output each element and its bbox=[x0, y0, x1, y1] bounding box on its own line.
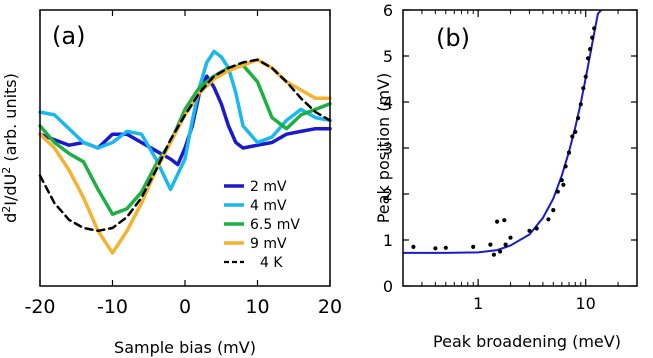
data-point bbox=[471, 244, 476, 249]
y-tick-label: 0 bbox=[383, 277, 393, 296]
y-tick-label: 3 bbox=[383, 139, 393, 158]
panel-a-y-axis-label: d2I/dU2 (arb. units) bbox=[0, 73, 20, 223]
data-point bbox=[585, 56, 591, 61]
y-tick-label: 6 bbox=[383, 1, 393, 20]
x-tick-label: 10 bbox=[245, 296, 269, 318]
data-point bbox=[488, 242, 493, 247]
x-tick-label: -10 bbox=[97, 296, 128, 318]
data-point bbox=[555, 189, 560, 194]
panel-a-curves bbox=[38, 49, 332, 255]
data-point bbox=[495, 219, 500, 224]
data-point bbox=[433, 246, 438, 251]
data-point bbox=[576, 116, 581, 121]
x-tick-label: -20 bbox=[24, 296, 55, 318]
data-point bbox=[578, 102, 583, 107]
data-point bbox=[443, 245, 448, 250]
panel-b-fit bbox=[403, 10, 603, 254]
data-point bbox=[502, 218, 507, 223]
legend-label: 6.5 mV bbox=[250, 217, 300, 233]
data-point bbox=[546, 217, 551, 222]
panel-a-x-ticks: -20 -10 0 10 20 bbox=[24, 10, 342, 318]
data-point bbox=[411, 244, 416, 249]
data-point bbox=[588, 47, 593, 52]
fit-curve bbox=[403, 10, 603, 254]
data-point bbox=[527, 228, 532, 233]
legend-label: 2 mV bbox=[250, 179, 287, 195]
panel-a-chart: (a) -20 -10 0 10 20 Sample bias (mV) d2I/dU2… bbox=[0, 9, 342, 357]
data-point bbox=[534, 226, 539, 231]
data-point bbox=[491, 252, 496, 257]
data-point bbox=[592, 26, 597, 31]
y-tick-label: 4 bbox=[383, 93, 393, 112]
x-tick-label: 20 bbox=[318, 296, 342, 318]
panel-a-legend: 2 mV 4 mV 6.5 mV 9 mV 4 K bbox=[224, 179, 300, 271]
panel-a-label: (a) bbox=[52, 22, 85, 50]
data-point bbox=[583, 74, 588, 79]
panel-b-label: (b) bbox=[436, 24, 470, 52]
y-tick-label: 5 bbox=[383, 47, 393, 66]
data-point bbox=[573, 129, 578, 134]
y-tick-label: 2 bbox=[383, 185, 393, 204]
data-point bbox=[563, 164, 568, 169]
data-point bbox=[559, 178, 564, 183]
panel-b-y-ticks: 0 1 2 3 4 5 6 bbox=[383, 1, 637, 296]
legend-label: 4 K bbox=[260, 255, 283, 271]
data-point bbox=[503, 242, 508, 247]
x-tick-label: 1 bbox=[473, 294, 483, 313]
data-point bbox=[508, 235, 513, 240]
data-point bbox=[581, 86, 586, 91]
x-tick-label: 0 bbox=[179, 296, 191, 318]
panel-a-x-axis-label: Sample bias (mV) bbox=[114, 338, 256, 357]
panel-b-y-axis-label: Peak position (mV) bbox=[374, 73, 393, 224]
data-point bbox=[566, 150, 572, 155]
data-point bbox=[561, 182, 566, 187]
panel-b-x-axis-label: Peak broadening (meV) bbox=[433, 332, 621, 351]
legend-label: 9 mV bbox=[250, 236, 287, 252]
data-point bbox=[570, 134, 575, 139]
panel-b-x-ticks: 1 10 bbox=[421, 10, 638, 313]
panel-b-chart: (b) 1 10 0 1 2 3 4 5 6 Peak broadening (meV) Pe… bbox=[374, 1, 638, 351]
y-tick-label: 1 bbox=[383, 231, 393, 250]
legend-label: 4 mV bbox=[250, 198, 287, 214]
series-line-4 bbox=[38, 58, 332, 233]
series-line-1 bbox=[38, 49, 332, 192]
panel-b-points bbox=[411, 26, 597, 257]
x-tick-label: 10 bbox=[576, 294, 596, 313]
data-point bbox=[551, 208, 556, 213]
data-point bbox=[590, 35, 595, 40]
data-point bbox=[498, 249, 503, 254]
series-line-2 bbox=[38, 63, 332, 216]
